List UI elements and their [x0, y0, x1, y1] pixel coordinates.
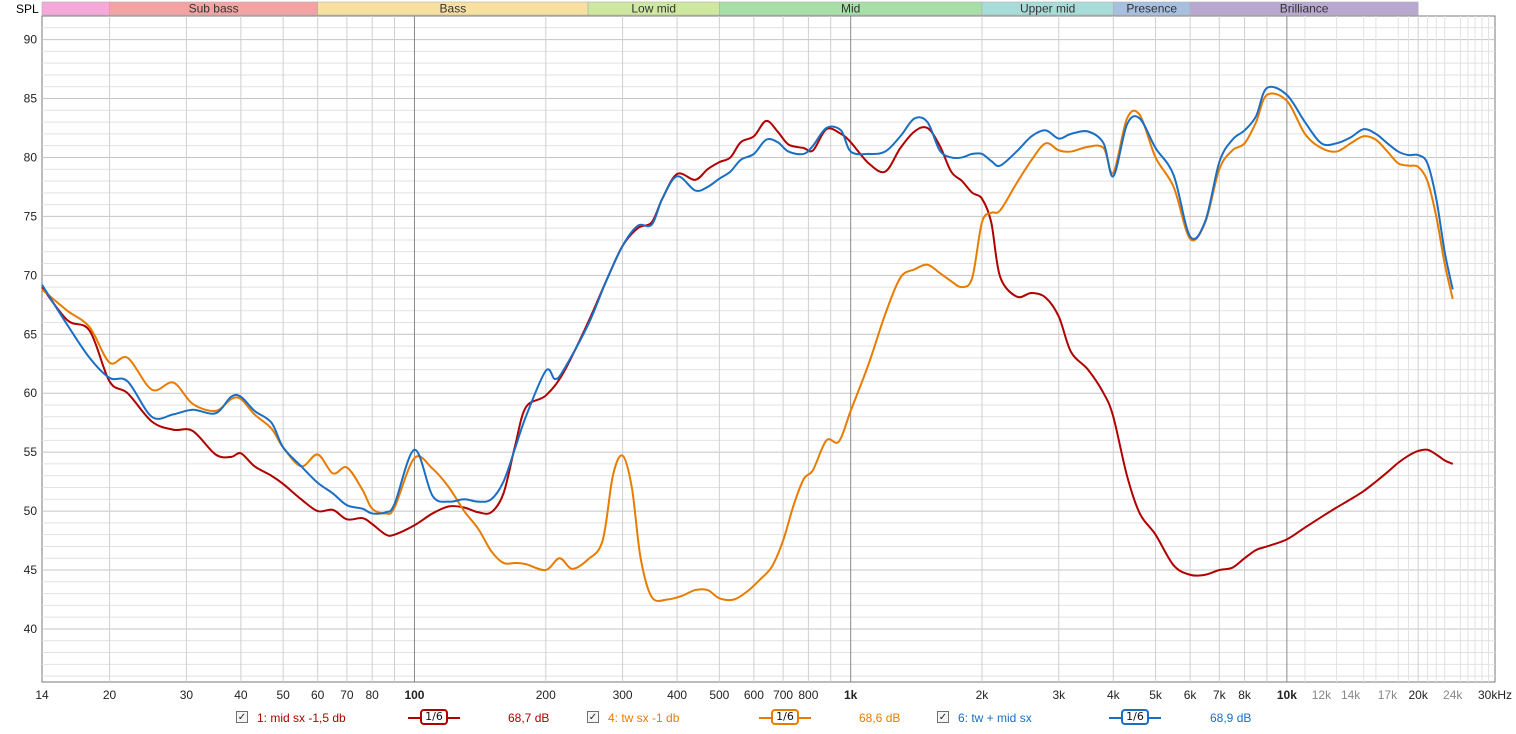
legend-value-tw-mid-sx: 68,9 dB	[1210, 711, 1252, 725]
band-label: Mid	[841, 2, 860, 16]
x-tick-label: 400	[667, 688, 687, 702]
x-tick-label: 14k	[1341, 688, 1361, 702]
x-tick-label: 80	[366, 688, 380, 702]
band-label: Sub bass	[189, 2, 239, 16]
legend-label-mid-sx: 1: mid sx -1,5 db	[257, 711, 346, 725]
legend-checkbox-mid-sx[interactable]: ✓	[236, 711, 248, 723]
band-label: Bass	[440, 2, 467, 16]
series-line-3	[41, 85, 1454, 515]
legend-bar: ✓ 1: mid sx -1,5 db 1/6 68,7 dB ✓ 4: tw …	[0, 708, 1516, 730]
smoothing-box: 1/6	[1121, 709, 1149, 725]
y-tick-label: 55	[24, 445, 38, 459]
x-tick-label: 300	[613, 688, 633, 702]
y-tick-label: 75	[24, 209, 38, 223]
x-tick-label: 12k	[1312, 688, 1332, 702]
y-tick-label: 90	[24, 33, 38, 47]
y-tick-label: 45	[24, 563, 38, 577]
x-tick-label: 4k	[1107, 688, 1121, 702]
x-tick-label: 500	[709, 688, 729, 702]
y-axis-title: SPL	[16, 2, 39, 16]
x-tick-label: 10k	[1277, 688, 1297, 702]
smoothing-button-mid-sx[interactable]: 1/6	[408, 709, 460, 727]
x-tick-label: 30kHz	[1478, 688, 1512, 702]
band-label: Presence	[1126, 2, 1177, 16]
x-tick-label: 700	[773, 688, 793, 702]
legend-value-mid-sx: 68,7 dB	[508, 711, 550, 725]
x-tick-label: 14	[35, 688, 49, 702]
x-tick-label: 24k	[1443, 688, 1463, 702]
x-tick-label: 20k	[1409, 688, 1429, 702]
band-7	[1189, 1, 1419, 16]
band-0	[41, 1, 110, 16]
smoothing-button-tw-mid-sx[interactable]: 1/6	[1109, 709, 1161, 727]
x-tick-label: 100	[404, 688, 424, 702]
smoothing-box: 1/6	[420, 709, 448, 725]
x-tick-label: 5k	[1149, 688, 1163, 702]
x-tick-label: 40	[234, 688, 248, 702]
x-tick-label: 1k	[844, 688, 858, 702]
y-tick-label: 80	[24, 150, 38, 164]
x-tick-label: 60	[311, 688, 325, 702]
smoothing-box: 1/6	[771, 709, 799, 725]
legend-checkbox-tw-mid-sx[interactable]: ✓	[937, 711, 949, 723]
y-tick-label: 65	[24, 327, 38, 341]
y-tick-label: 40	[24, 622, 38, 636]
x-tick-label: 30	[180, 688, 194, 702]
x-tick-label: 20	[103, 688, 117, 702]
band-label: Low mid	[631, 2, 676, 16]
x-tick-label: 50	[276, 688, 290, 702]
x-tick-label: 8k	[1238, 688, 1252, 702]
legend-label-tw-mid-sx: 6: tw + mid sx	[958, 711, 1032, 725]
x-tick-label: 6k	[1184, 688, 1198, 702]
x-tick-label: 200	[536, 688, 556, 702]
smoothing-button-tw-sx[interactable]: 1/6	[759, 709, 811, 727]
band-label: Brilliance	[1280, 2, 1329, 16]
y-tick-label: 60	[24, 386, 38, 400]
series-line-2	[41, 92, 1454, 602]
legend-value-tw-sx: 68,6 dB	[859, 711, 901, 725]
band-label: Upper mid	[1020, 2, 1075, 16]
legend-label-tw-sx: 4: tw sx -1 db	[608, 711, 680, 725]
x-tick-label: 800	[798, 688, 818, 702]
y-tick-label: 50	[24, 504, 38, 518]
x-tick-label: 600	[744, 688, 764, 702]
y-tick-label: 70	[24, 268, 38, 282]
x-tick-label: 2k	[976, 688, 990, 702]
x-tick-label: 3k	[1052, 688, 1066, 702]
y-tick-label: 85	[24, 92, 38, 106]
x-tick-label: 17k	[1378, 688, 1398, 702]
x-tick-label: 7k	[1213, 688, 1227, 702]
x-tick-label: 70	[340, 688, 354, 702]
legend-checkbox-tw-sx[interactable]: ✓	[587, 711, 599, 723]
